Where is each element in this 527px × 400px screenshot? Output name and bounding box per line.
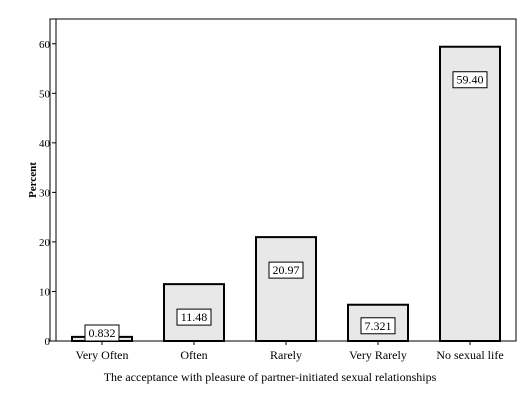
data-label-box [452, 71, 488, 89]
y-tick-label: 60 [39, 39, 51, 51]
data-label: 7.321 [365, 319, 392, 333]
data-label-box [176, 308, 212, 326]
y-tick-label: 20 [39, 237, 51, 249]
x-axis-title: The acceptance with pleasure of partner-… [104, 370, 437, 384]
x-tick-label: Very Rarely [349, 348, 407, 362]
y-axis-title: Percent [27, 162, 39, 198]
data-labels-group: 0.832 11.48 20.97 7.321 59.40 [84, 71, 488, 342]
y-axis: 0 10 20 30 40 50 60 [39, 19, 57, 348]
bar [439, 45, 501, 342]
x-tick-label: Rarely [270, 348, 302, 362]
x-tick-label: Very Often [76, 348, 129, 362]
x-tick-label: Often [180, 348, 207, 362]
y-tick-label: 10 [39, 286, 51, 298]
bar [255, 236, 317, 342]
data-label: 59.40 [457, 73, 484, 87]
y-tick-label: 0 [45, 336, 51, 348]
x-axis: Very Often Often Rarely Very Rarely No sexua… [56, 340, 516, 362]
y-tick-label: 30 [39, 187, 51, 199]
x-tick-label: No sexual life [436, 348, 503, 362]
data-label-box [360, 317, 396, 335]
y-tick-label: 50 [39, 88, 51, 100]
data-label-box [84, 324, 120, 342]
data-label-box [268, 261, 304, 279]
data-label: 20.97 [273, 263, 300, 277]
bars-group [71, 45, 501, 343]
data-label: 11.48 [181, 310, 208, 324]
data-label: 0.832 [89, 326, 116, 340]
y-tick-label: 40 [39, 138, 51, 150]
